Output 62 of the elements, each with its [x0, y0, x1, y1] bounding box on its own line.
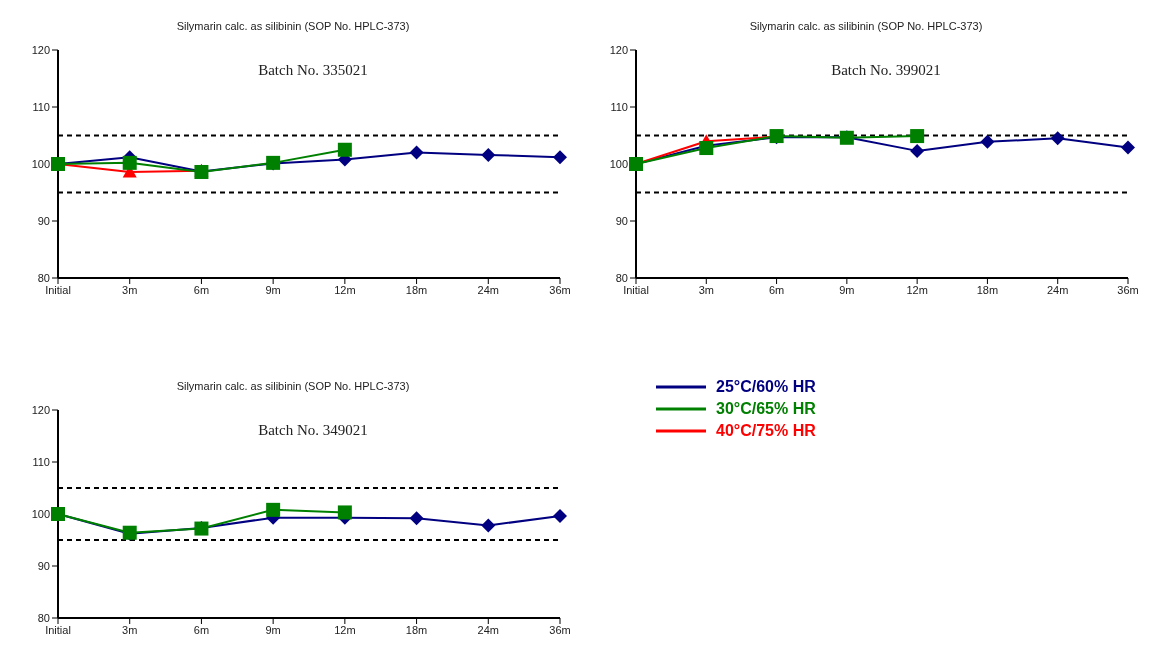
x-tick-label: 12m: [906, 283, 928, 296]
x-tick-label: 18m: [405, 283, 428, 296]
x-tick-label: 36m: [549, 283, 571, 296]
y-tick-label: 80: [37, 611, 50, 624]
y-tick-label: 90: [37, 559, 50, 572]
point: [980, 134, 995, 149]
x-tick-label: 36m: [1117, 283, 1139, 296]
y-tick-label: 100: [31, 157, 50, 170]
x-tick-label: 9m: [265, 283, 281, 296]
point: [481, 147, 496, 162]
point: [337, 142, 352, 157]
x-tick-label: 3m: [698, 283, 714, 296]
x-tick-label: Initial: [45, 283, 71, 296]
chart-title: Silymarin calc. as silibinin (SOP No. HPLC-373): [175, 19, 411, 34]
x-tick-label: Initial: [623, 283, 649, 296]
point: [553, 509, 567, 524]
y-tick-label: 90: [37, 214, 50, 227]
y-tick-label: 120: [31, 403, 50, 416]
x-tick-label: 18m: [405, 623, 428, 636]
chart-title: Silymarin calc. as silibinin (SOP No. HPLC-373): [748, 19, 984, 34]
y-tick-label: 80: [615, 271, 628, 284]
point: [409, 145, 424, 160]
x-tick-label: 3m: [122, 283, 138, 296]
x-tick-label: 24m: [477, 623, 499, 636]
point: [337, 505, 352, 520]
point: [1121, 140, 1135, 155]
x-tick-label: 3m: [122, 623, 138, 636]
annotation: Batch No. 399021: [831, 62, 941, 78]
x-tick-label: Initial: [45, 623, 71, 636]
chart-title: Silymarin calc. as silibinin (SOP No. HPLC-373): [175, 379, 411, 394]
y-tick-label: 80: [37, 271, 50, 284]
x-tick-label: 6m: [193, 623, 210, 636]
x-tick-label: 12m: [334, 623, 356, 636]
point: [1050, 131, 1065, 146]
y-tick-label: 110: [32, 455, 50, 468]
y-tick-label: 100: [31, 507, 50, 520]
annotation: Batch No. 349021: [258, 422, 368, 438]
y-tick-label: 110: [32, 100, 50, 113]
x-tick-label: 24m: [477, 283, 499, 296]
y-tick-label: 100: [609, 157, 628, 170]
x-tick-label: 9m: [265, 623, 281, 636]
point: [409, 511, 424, 526]
point: [266, 502, 281, 517]
x-tick-label: 18m: [976, 283, 999, 296]
y-tick-label: 120: [609, 43, 628, 56]
point: [910, 129, 925, 144]
x-tick-label: 6m: [768, 283, 785, 296]
legend-label: 25°C/60% HR: [716, 378, 816, 396]
x-tick-label: 6m: [193, 283, 210, 296]
y-tick-label: 120: [31, 43, 50, 56]
legend-label: 40°C/75% HR: [716, 422, 816, 440]
y-tick-label: 90: [615, 214, 628, 227]
x-tick-label: 24m: [1047, 283, 1069, 296]
x-tick-label: 36m: [549, 623, 571, 636]
x-tick-label: 9m: [839, 283, 855, 296]
annotation: Batch No. 335021: [258, 62, 368, 78]
point: [553, 150, 567, 165]
legend-label: 30°C/65% HR: [716, 400, 816, 418]
point: [910, 143, 925, 158]
x-tick-label: 12m: [334, 283, 356, 296]
point: [481, 518, 496, 533]
y-tick-label: 110: [610, 100, 628, 113]
